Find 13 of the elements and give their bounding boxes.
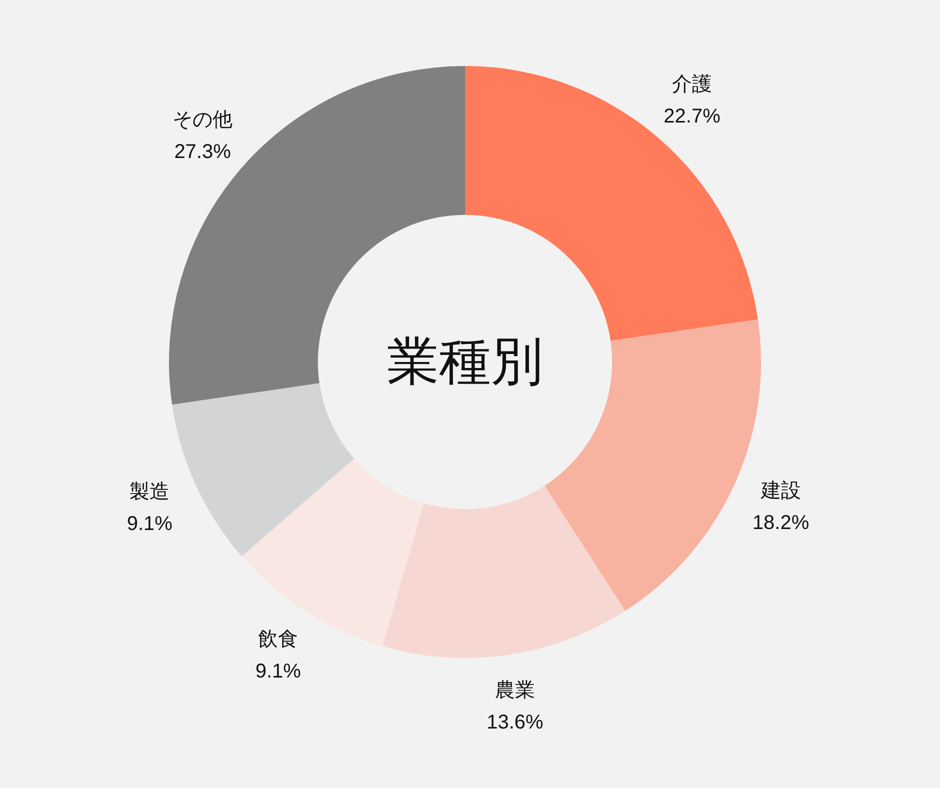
slice-label: 介護	[672, 74, 712, 96]
data-label: 18.2%	[752, 512, 810, 534]
title: 業種別	[387, 333, 543, 391]
slice-label: その他	[172, 108, 233, 131]
data-label: 22.7%	[664, 106, 721, 128]
data-label: 27.3%	[174, 140, 232, 163]
data-label: 9.1%	[126, 512, 173, 535]
slice-label: 製造	[130, 480, 170, 503]
data-label: 13.6%	[486, 711, 544, 734]
slice-label: 農業	[494, 679, 535, 702]
data-label: 9.1%	[255, 660, 302, 682]
slice-label: 建設	[760, 480, 801, 502]
slice-label: 飲食	[258, 628, 298, 650]
